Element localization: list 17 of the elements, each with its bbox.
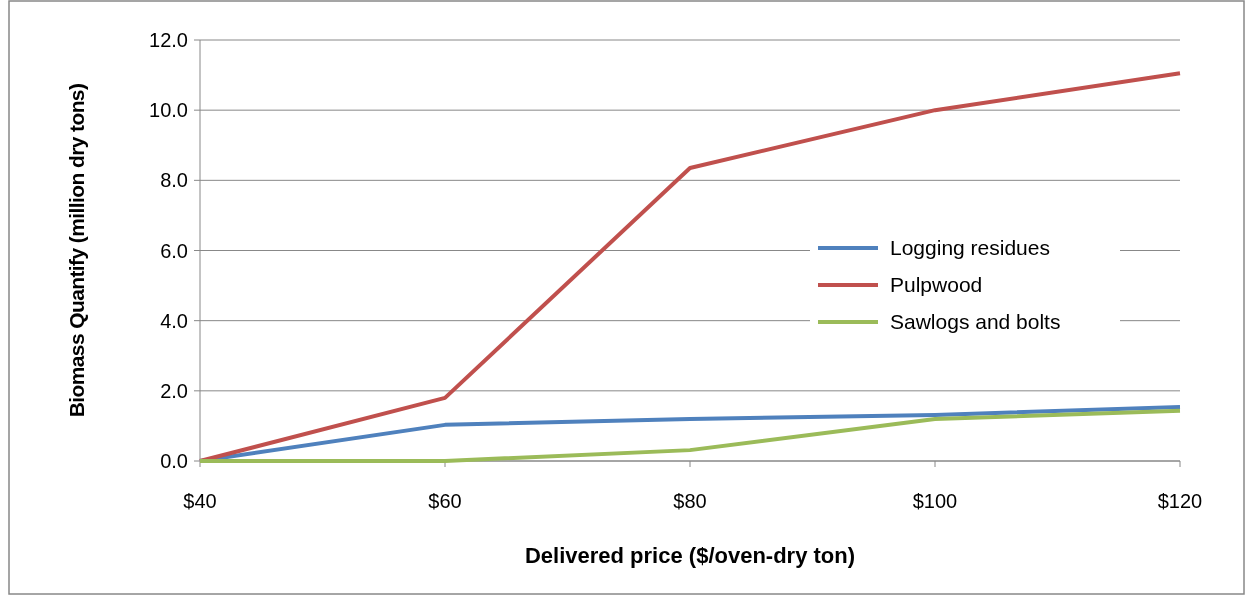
x-tick-label: $60 [428, 490, 462, 512]
y-tick-label: 6.0 [160, 239, 188, 262]
y-tick-label: 4.0 [160, 309, 188, 332]
y-tick-label: 0.0 [160, 450, 188, 472]
y-tick-label: 10.0 [149, 99, 188, 122]
y-tick-label: 12.0 [149, 29, 188, 51]
x-tick-label: $100 [912, 490, 958, 512]
y-tick-label: 2.0 [160, 379, 188, 402]
x-axis-title: Delivered price ($/oven-dry ton) [524, 543, 856, 568]
x-tick-label: $80 [673, 490, 707, 512]
x-tick-label: $120 [1157, 490, 1203, 512]
legend-label: Sawlogs and bolts [890, 310, 1061, 334]
legend-label: Pulpwood [890, 273, 983, 297]
y-tick-label: 8.0 [160, 169, 188, 192]
x-tick-label: $40 [183, 490, 217, 512]
legend-label: Logging residues [890, 236, 1050, 260]
y-axis-title: Biomass Quantify (million dry tons) [65, 83, 88, 418]
